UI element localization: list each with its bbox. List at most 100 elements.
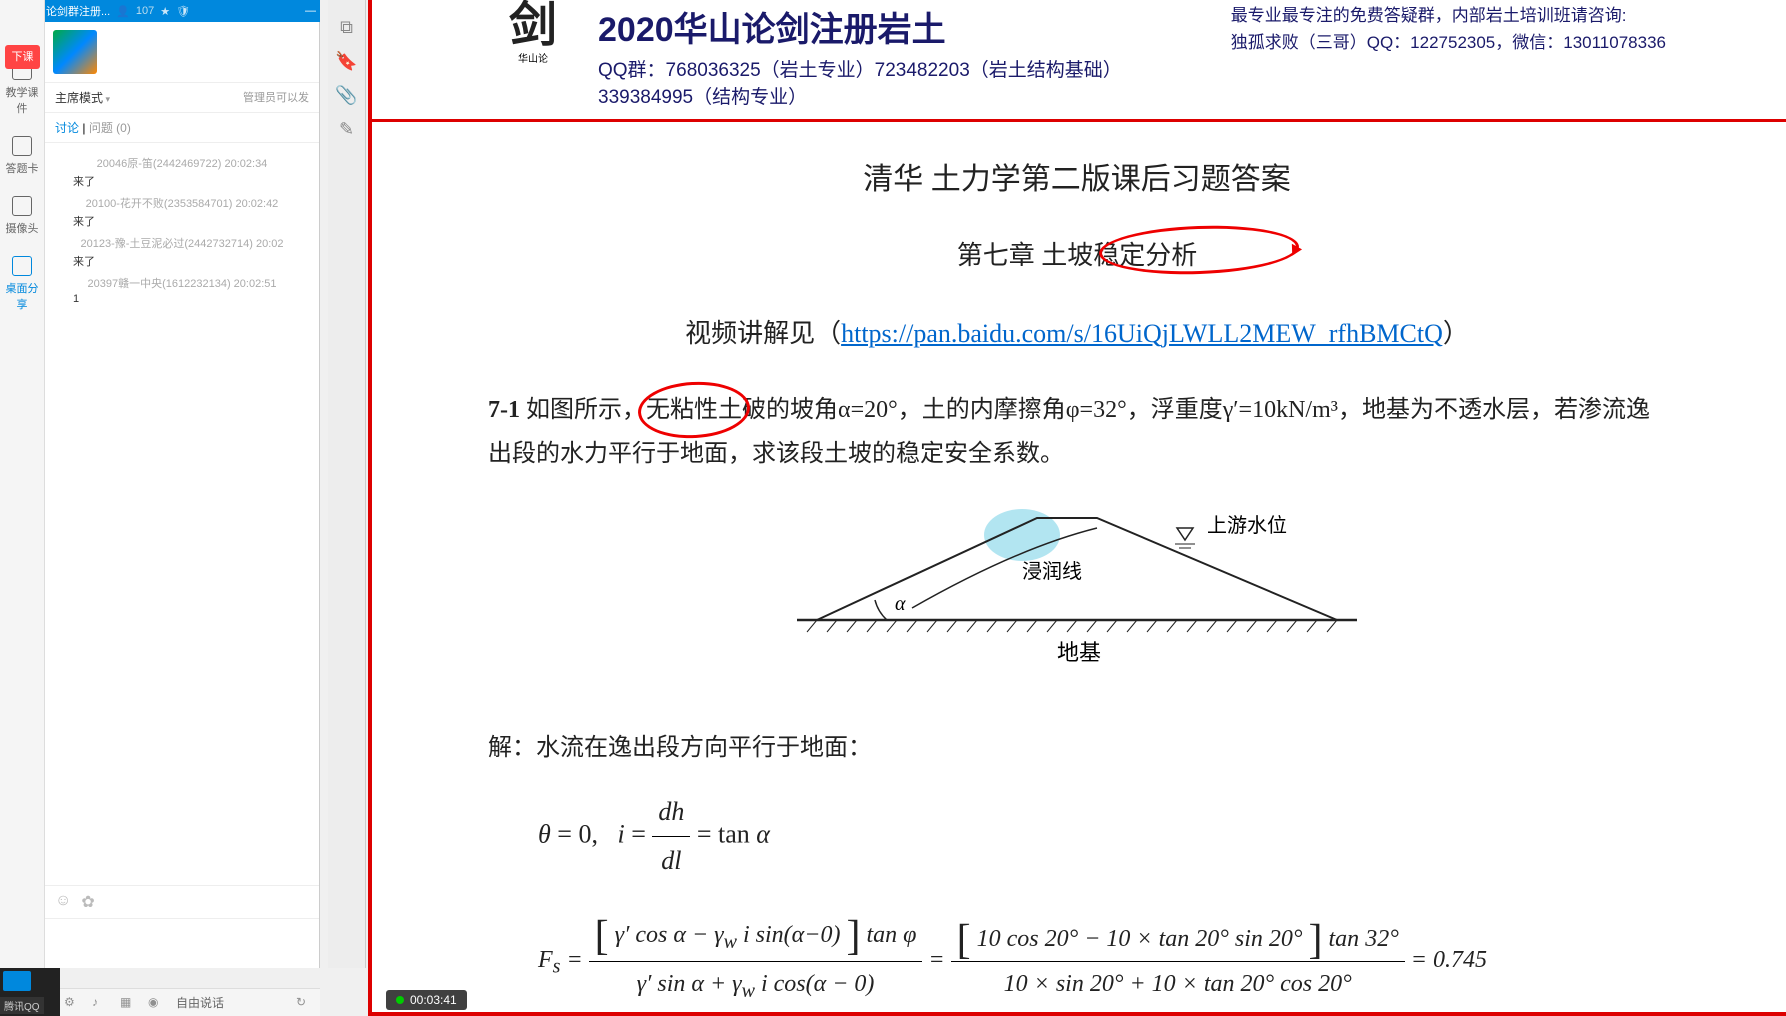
user-icon: 👤 xyxy=(116,5,130,18)
chat-tabs: 讨论 | 问题 (0) xyxy=(45,113,319,143)
taskbar-label: 腾讯QQ xyxy=(0,997,44,1014)
minimize-icon[interactable]: — xyxy=(305,5,316,17)
attachment-icon[interactable]: 📎 xyxy=(334,82,360,108)
contact-line2: 独孤求败（三哥）QQ：122752305，微信：13011078336 xyxy=(1231,29,1666,56)
message-body: 1 xyxy=(55,293,309,305)
course-title: 2020华山论剑注册岩土 xyxy=(598,2,1211,51)
tab-discuss[interactable]: 讨论 xyxy=(55,121,79,135)
ground-hatching xyxy=(807,620,1337,632)
answer-icon xyxy=(12,136,32,156)
mode-row: 主席模式 管理员可以发 xyxy=(45,83,319,113)
chapter-line: 第七章 土坡稳定分析 xyxy=(488,232,1666,280)
message: 20100-花开不败(2353584701) 20:02:42 来了 xyxy=(55,195,309,229)
chat-input[interactable] xyxy=(45,918,319,968)
chat-panel: 主席模式 管理员可以发 讨论 | 问题 (0) 20046原-笛(2442469… xyxy=(45,22,320,968)
video-suffix: ） xyxy=(1443,319,1469,348)
share-border-left xyxy=(368,0,372,1016)
message: 20046原-笛(2442469722) 20:02:34 来了 xyxy=(55,155,309,189)
toolbar-item-screenshare[interactable]: 桌面分享 xyxy=(0,246,44,322)
taskbar-app[interactable] xyxy=(3,971,31,991)
screenshare-icon xyxy=(12,256,32,276)
header-main: 2020华山论剑注册岩土 QQ群：768036325（岩土专业）72348220… xyxy=(598,2,1211,109)
red-circle-small: 无粘性土 xyxy=(646,388,742,432)
message-meta: 20046原-笛(2442469722) 20:02:34 xyxy=(55,155,309,171)
message-meta: 20123-豫-土豆泥必过(2442732714) 20:02 xyxy=(55,235,309,251)
toolbar-label: 答题卡 xyxy=(6,163,39,175)
shield-icon[interactable]: 🛡 xyxy=(176,5,190,18)
message-body: 来了 xyxy=(55,213,309,229)
mode-hint: 管理员可以发 xyxy=(243,89,309,106)
toolbar-label: 教学课件 xyxy=(6,87,39,115)
tab-question[interactable]: 问题 (0) xyxy=(89,121,131,135)
free-talk-label[interactable]: 自由说话 xyxy=(176,994,224,1011)
solution-intro: 解：水流在逸出段方向平行于地面： xyxy=(488,726,1666,770)
label-alpha: α xyxy=(895,593,906,615)
slope-diagram-svg: 上游水位 浸润线 α 地基 xyxy=(797,500,1357,680)
contact-line1: 最专业最专注的免费答疑群，内部岩土培训班请咨询: xyxy=(1231,2,1666,29)
toolbar-label: 摄像头 xyxy=(6,223,39,235)
logo-character: 剑 xyxy=(488,2,578,50)
label-seep: 浸润线 xyxy=(1022,560,1082,583)
angle-arc xyxy=(875,600,887,620)
label-base: 地基 xyxy=(1057,640,1101,665)
video-link[interactable]: https://pan.baidu.com/s/16UiQjLWLL2MEW_r… xyxy=(841,319,1443,348)
header-contact: 最专业最专注的免费答疑群，内部岩土培训班请咨询: 独孤求败（三哥）QQ：1227… xyxy=(1231,2,1666,56)
emoji-icon[interactable]: ☺ xyxy=(55,892,71,912)
edit-icon[interactable]: ✎ xyxy=(334,116,360,142)
message: 20397赣一中央(1612232134) 20:02:51 1 xyxy=(55,275,309,305)
camera-icon xyxy=(12,196,32,216)
end-class-button[interactable]: 下课 xyxy=(5,45,40,69)
diagram: 上游水位 浸润线 α 地基 xyxy=(488,500,1666,695)
bookmark-icon[interactable]: 🔖 xyxy=(334,48,360,74)
logo-badge: 华山论 xyxy=(488,50,578,65)
formula-result: = 0.745 xyxy=(1411,947,1487,973)
formula-2: Fs = [ γ′ cos α − γw i sin(α−0) ] tan φ … xyxy=(538,913,1666,1010)
star-icon[interactable]: ★ xyxy=(160,5,170,18)
chat-header xyxy=(45,22,319,83)
formula-1: θ = 0, i = dhdl = tan α xyxy=(538,788,1666,885)
problem-number: 7-1 xyxy=(488,397,520,423)
qq-groups-line: QQ群：768036325（岩土专业）723482203（岩土结构基础）3393… xyxy=(598,55,1211,109)
side-icon-column: ⧉ 🔖 📎 ✎ xyxy=(328,0,366,968)
answer-title: 清华 土力学第二版课后习题答案 xyxy=(488,152,1666,208)
message: 20123-豫-土豆泥必过(2442732714) 20:02 来了 xyxy=(55,235,309,269)
problem-part-a: 如图所示， xyxy=(520,397,646,423)
copy-icon[interactable]: ⧉ xyxy=(334,14,360,40)
mode-dropdown[interactable]: 主席模式 xyxy=(55,89,110,106)
document-header: 剑 华山论 2020华山论剑注册岩土 QQ群：768036325（岩土专业）72… xyxy=(368,0,1786,122)
message-meta: 20100-花开不败(2353584701) 20:02:42 xyxy=(55,195,309,211)
flower-icon[interactable]: ✿ xyxy=(81,892,94,912)
toolbar-item-camera[interactable]: 摄像头 xyxy=(0,186,44,246)
message-meta: 20397赣一中央(1612232134) 20:02:51 xyxy=(55,275,309,291)
video-prefix: 视频讲解见（ xyxy=(685,319,841,348)
grid-icon[interactable]: ▦ xyxy=(120,995,136,1011)
recording-timer: 00:03:41 xyxy=(386,990,467,1010)
window-titlebar: 华山论剑群注册... 👤 107 ★ 🛡 — xyxy=(0,0,320,22)
label-water: 上游水位 xyxy=(1207,514,1287,537)
problem-text: 7-1 如图所示，无粘性土破的坡角α=20°，土的内摩擦角φ=32°，浮重度γ′… xyxy=(488,388,1666,477)
member-count: 107 xyxy=(136,5,154,17)
record-icon[interactable]: ◉ xyxy=(148,995,164,1011)
chat-messages: 20046原-笛(2442469722) 20:02:34 来了 20100-花… xyxy=(45,143,319,885)
avatar[interactable] xyxy=(53,30,97,74)
settings-icon[interactable]: ⚙ xyxy=(64,995,80,1011)
circled-term: 无粘性土 xyxy=(646,397,742,423)
chat-input-tools: ☺ ✿ xyxy=(45,885,319,918)
music-icon[interactable]: ♪ xyxy=(92,995,108,1011)
share-border-bottom xyxy=(368,1012,1786,1016)
document-body: 清华 土力学第二版课后习题答案 第七章 土坡稳定分析 视频讲解见（https:/… xyxy=(368,122,1786,1016)
timer-value: 00:03:41 xyxy=(410,993,457,1007)
recording-dot-icon xyxy=(396,996,404,1004)
message-body: 来了 xyxy=(55,253,309,269)
left-toolbar: 下课 教学课件 答题卡 摄像头 桌面分享 xyxy=(0,0,45,968)
chapter-prefix: 第七章 xyxy=(957,241,1042,270)
message-body: 来了 xyxy=(55,173,309,189)
shared-screen: 剑 华山论 2020华山论剑注册岩土 QQ群：768036325（岩土专业）72… xyxy=(368,0,1786,1016)
toolbar-label: 桌面分享 xyxy=(6,283,39,311)
toolbar-item-answer[interactable]: 答题卡 xyxy=(0,126,44,186)
logo: 剑 华山论 xyxy=(488,2,578,65)
red-circle-annotation xyxy=(1098,222,1300,277)
refresh-icon[interactable]: ↻ xyxy=(296,995,312,1011)
video-line: 视频讲解见（https://pan.baidu.com/s/16UiQjLWLL… xyxy=(488,310,1666,358)
water-triangle-icon xyxy=(1177,528,1193,540)
